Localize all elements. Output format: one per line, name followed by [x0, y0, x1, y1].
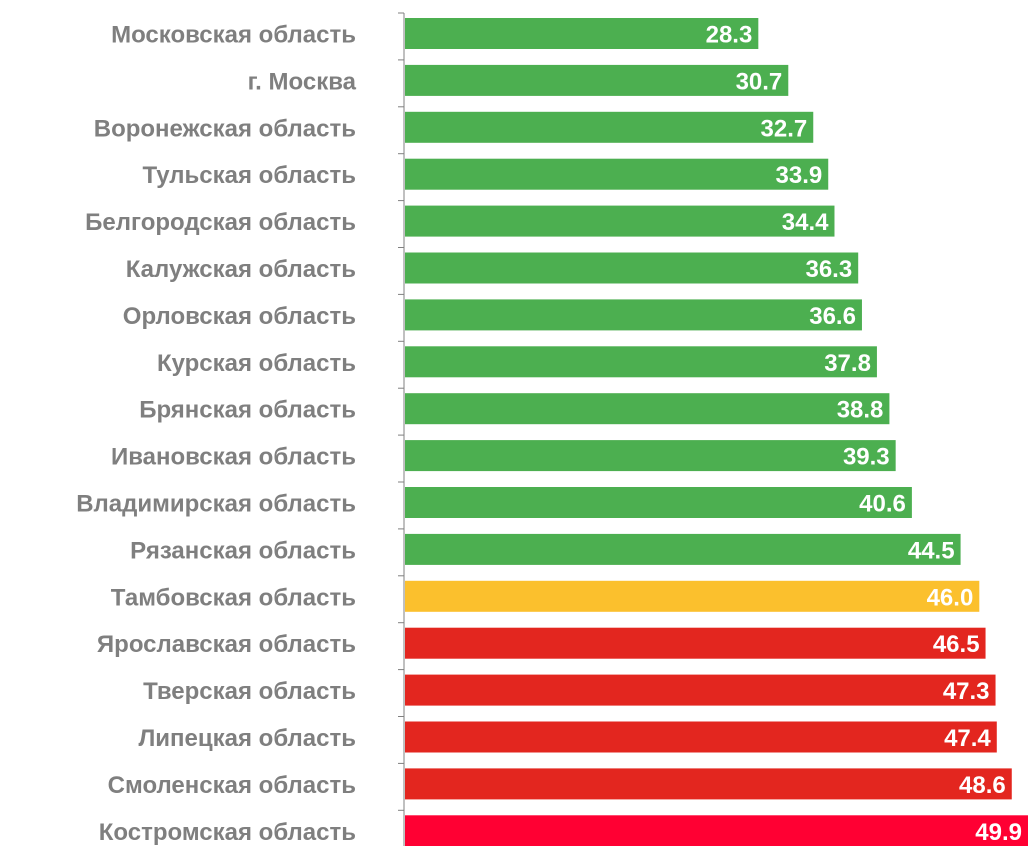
data-label: 32.7: [761, 115, 808, 142]
data-label: 33.9: [776, 162, 823, 189]
value-labels: 28.3 30.7 32.7 33.9 34.4 36.3 36.6 37.8 38.8 39.3…: [706, 22, 1022, 846]
data-label: 47.4: [944, 725, 991, 752]
data-label: 36.3: [805, 256, 852, 283]
axis-layer: [398, 12, 405, 846]
data-label: 44.5: [908, 537, 955, 564]
bar: [405, 627, 986, 659]
data-label: 49.9: [975, 819, 1022, 846]
data-label: 40.6: [859, 491, 906, 518]
category-label: Калужская область: [126, 256, 356, 283]
bar: [405, 205, 835, 237]
bar: [405, 64, 789, 96]
bar: [405, 299, 862, 331]
bar: [405, 815, 1028, 846]
category-label: Воронежская область: [94, 115, 356, 142]
category-label: Брянская область: [139, 397, 356, 424]
category-label: Ярославская область: [97, 631, 356, 658]
category-label: Владимирская область: [76, 491, 356, 518]
category-label: Тульская область: [143, 162, 357, 189]
category-label: Тверская область: [143, 678, 356, 705]
bar: [405, 18, 759, 49]
category-label: Белгородская область: [85, 209, 356, 236]
category-label: Ивановская область: [111, 444, 356, 471]
category-label: Курская область: [157, 350, 356, 377]
category-label: Костромская область: [99, 819, 356, 846]
bar: [405, 533, 961, 565]
data-label: 39.3: [843, 444, 890, 471]
category-labels: Московская область г. Москва Воронежская о…: [76, 22, 356, 846]
bar: [405, 487, 912, 518]
data-label: 28.3: [706, 22, 753, 49]
data-label: 36.6: [809, 303, 856, 330]
category-label: Смоленская область: [108, 772, 356, 799]
category-label: г. Москва: [248, 68, 357, 95]
bars-layer: [405, 18, 1028, 846]
bar: [405, 674, 996, 706]
data-label: 46.5: [933, 631, 980, 658]
bar: [405, 111, 814, 143]
data-label: 48.6: [959, 772, 1006, 799]
bar: [405, 440, 896, 472]
data-label: 34.4: [782, 209, 829, 236]
category-label: Рязанская область: [130, 537, 356, 564]
bar: [405, 346, 877, 378]
data-label: 46.0: [927, 584, 974, 611]
data-label: 30.7: [736, 68, 783, 95]
bar: [405, 158, 829, 190]
bar: [405, 393, 890, 425]
category-label: Тамбовская область: [111, 584, 356, 611]
category-label: Липецкая область: [138, 725, 356, 752]
data-label: 47.3: [943, 678, 990, 705]
data-label: 37.8: [824, 350, 871, 377]
category-label: Орловская область: [123, 303, 356, 330]
bar: [405, 580, 980, 612]
bar: [405, 252, 859, 284]
bar: [405, 768, 1012, 800]
category-label: Московская область: [111, 22, 356, 49]
data-label: 38.8: [837, 397, 884, 424]
bar: [405, 721, 997, 753]
